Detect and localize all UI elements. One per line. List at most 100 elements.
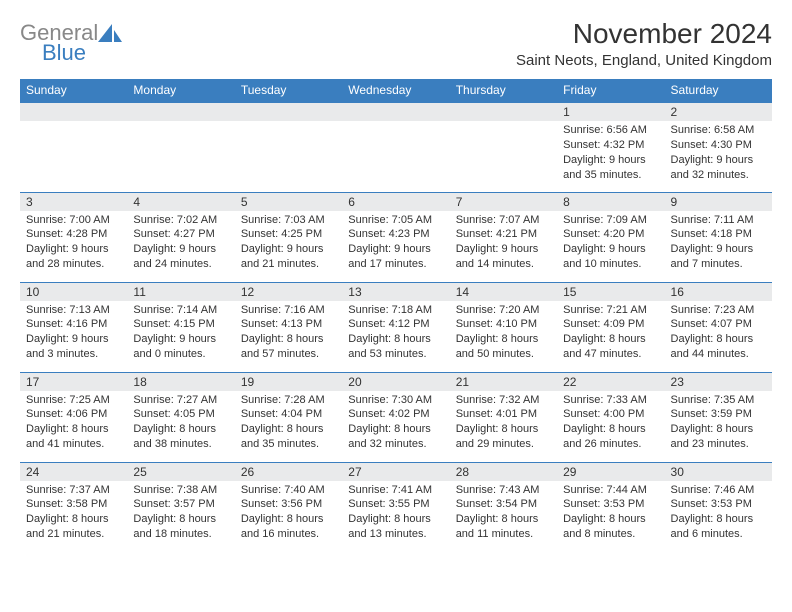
sunset-text: Sunset: 3:54 PM	[456, 497, 551, 512]
daylight-text: Daylight: 8 hours and 41 minutes.	[26, 422, 121, 452]
calendar-day-cell	[20, 102, 127, 192]
day-details: Sunrise: 7:23 AMSunset: 4:07 PMDaylight:…	[665, 301, 772, 366]
day-details: Sunrise: 7:16 AMSunset: 4:13 PMDaylight:…	[235, 301, 342, 366]
day-details: Sunrise: 7:38 AMSunset: 3:57 PMDaylight:…	[127, 481, 234, 546]
calendar-day-cell: 27Sunrise: 7:41 AMSunset: 3:55 PMDayligh…	[342, 462, 449, 552]
sunrise-text: Sunrise: 7:03 AM	[241, 213, 336, 228]
sunrise-text: Sunrise: 7:40 AM	[241, 483, 336, 498]
day-details: Sunrise: 7:14 AMSunset: 4:15 PMDaylight:…	[127, 301, 234, 366]
calendar-day-cell: 25Sunrise: 7:38 AMSunset: 3:57 PMDayligh…	[127, 462, 234, 552]
daylight-text: Daylight: 8 hours and 23 minutes.	[671, 422, 766, 452]
calendar-day-cell: 10Sunrise: 7:13 AMSunset: 4:16 PMDayligh…	[20, 282, 127, 372]
calendar-day-cell	[235, 102, 342, 192]
daylight-text: Daylight: 8 hours and 53 minutes.	[348, 332, 443, 362]
day-details: Sunrise: 7:20 AMSunset: 4:10 PMDaylight:…	[450, 301, 557, 366]
calendar-day-cell: 19Sunrise: 7:28 AMSunset: 4:04 PMDayligh…	[235, 372, 342, 462]
calendar-day-cell: 8Sunrise: 7:09 AMSunset: 4:20 PMDaylight…	[557, 192, 664, 282]
daylight-text: Daylight: 8 hours and 29 minutes.	[456, 422, 551, 452]
calendar-day-cell: 6Sunrise: 7:05 AMSunset: 4:23 PMDaylight…	[342, 192, 449, 282]
weekday-header: Tuesday	[235, 79, 342, 102]
day-details: Sunrise: 7:09 AMSunset: 4:20 PMDaylight:…	[557, 211, 664, 276]
sunrise-text: Sunrise: 7:21 AM	[563, 303, 658, 318]
day-number: 29	[557, 463, 664, 481]
day-number: 21	[450, 373, 557, 391]
day-details: Sunrise: 7:21 AMSunset: 4:09 PMDaylight:…	[557, 301, 664, 366]
sunrise-text: Sunrise: 7:23 AM	[671, 303, 766, 318]
daylight-text: Daylight: 8 hours and 57 minutes.	[241, 332, 336, 362]
day-number: 3	[20, 193, 127, 211]
day-number: 4	[127, 193, 234, 211]
day-number: 1	[557, 103, 664, 121]
day-details	[127, 121, 234, 135]
calendar-week-row: 10Sunrise: 7:13 AMSunset: 4:16 PMDayligh…	[20, 282, 772, 372]
day-details: Sunrise: 7:03 AMSunset: 4:25 PMDaylight:…	[235, 211, 342, 276]
sunset-text: Sunset: 3:53 PM	[563, 497, 658, 512]
sunset-text: Sunset: 3:53 PM	[671, 497, 766, 512]
day-details: Sunrise: 7:18 AMSunset: 4:12 PMDaylight:…	[342, 301, 449, 366]
daylight-text: Daylight: 9 hours and 3 minutes.	[26, 332, 121, 362]
daylight-text: Daylight: 9 hours and 35 minutes.	[563, 153, 658, 183]
calendar-day-cell	[450, 102, 557, 192]
day-number: 27	[342, 463, 449, 481]
sunset-text: Sunset: 4:30 PM	[671, 138, 766, 153]
calendar-day-cell: 1Sunrise: 6:56 AMSunset: 4:32 PMDaylight…	[557, 102, 664, 192]
sunset-text: Sunset: 4:13 PM	[241, 317, 336, 332]
logo-word-blue: Blue	[20, 42, 124, 64]
sunrise-text: Sunrise: 7:33 AM	[563, 393, 658, 408]
sunset-text: Sunset: 4:01 PM	[456, 407, 551, 422]
day-number: 28	[450, 463, 557, 481]
sunrise-text: Sunrise: 6:56 AM	[563, 123, 658, 138]
sunrise-text: Sunrise: 7:09 AM	[563, 213, 658, 228]
weekday-header: Sunday	[20, 79, 127, 102]
day-details	[235, 121, 342, 135]
day-number: 14	[450, 283, 557, 301]
daylight-text: Daylight: 9 hours and 32 minutes.	[671, 153, 766, 183]
weekday-header: Wednesday	[342, 79, 449, 102]
daylight-text: Daylight: 8 hours and 11 minutes.	[456, 512, 551, 542]
day-details: Sunrise: 7:32 AMSunset: 4:01 PMDaylight:…	[450, 391, 557, 456]
sunset-text: Sunset: 3:55 PM	[348, 497, 443, 512]
calendar-day-cell: 20Sunrise: 7:30 AMSunset: 4:02 PMDayligh…	[342, 372, 449, 462]
day-details: Sunrise: 7:43 AMSunset: 3:54 PMDaylight:…	[450, 481, 557, 546]
day-number: 17	[20, 373, 127, 391]
sunset-text: Sunset: 4:06 PM	[26, 407, 121, 422]
calendar-day-cell: 17Sunrise: 7:25 AMSunset: 4:06 PMDayligh…	[20, 372, 127, 462]
day-details	[342, 121, 449, 135]
day-details: Sunrise: 7:40 AMSunset: 3:56 PMDaylight:…	[235, 481, 342, 546]
sunrise-text: Sunrise: 7:11 AM	[671, 213, 766, 228]
location: Saint Neots, England, United Kingdom	[516, 52, 772, 69]
calendar-day-cell	[342, 102, 449, 192]
calendar-day-cell	[127, 102, 234, 192]
day-number: 16	[665, 283, 772, 301]
day-number: 23	[665, 373, 772, 391]
day-details: Sunrise: 7:46 AMSunset: 3:53 PMDaylight:…	[665, 481, 772, 546]
daylight-text: Daylight: 9 hours and 17 minutes.	[348, 242, 443, 272]
sunset-text: Sunset: 4:32 PM	[563, 138, 658, 153]
calendar-day-cell: 13Sunrise: 7:18 AMSunset: 4:12 PMDayligh…	[342, 282, 449, 372]
logo: General Blue	[20, 18, 124, 64]
sunrise-text: Sunrise: 7:07 AM	[456, 213, 551, 228]
sunset-text: Sunset: 4:07 PM	[671, 317, 766, 332]
sunset-text: Sunset: 4:23 PM	[348, 227, 443, 242]
daylight-text: Daylight: 8 hours and 32 minutes.	[348, 422, 443, 452]
calendar-day-cell: 5Sunrise: 7:03 AMSunset: 4:25 PMDaylight…	[235, 192, 342, 282]
daylight-text: Daylight: 9 hours and 0 minutes.	[133, 332, 228, 362]
weekday-header: Saturday	[665, 79, 772, 102]
day-number: 22	[557, 373, 664, 391]
day-number	[450, 103, 557, 121]
sunrise-text: Sunrise: 7:41 AM	[348, 483, 443, 498]
calendar-week-row: 24Sunrise: 7:37 AMSunset: 3:58 PMDayligh…	[20, 462, 772, 552]
day-details	[450, 121, 557, 135]
day-details: Sunrise: 7:33 AMSunset: 4:00 PMDaylight:…	[557, 391, 664, 456]
daylight-text: Daylight: 8 hours and 35 minutes.	[241, 422, 336, 452]
daylight-text: Daylight: 8 hours and 16 minutes.	[241, 512, 336, 542]
sunrise-text: Sunrise: 7:18 AM	[348, 303, 443, 318]
sunset-text: Sunset: 4:21 PM	[456, 227, 551, 242]
sunset-text: Sunset: 3:58 PM	[26, 497, 121, 512]
daylight-text: Daylight: 9 hours and 7 minutes.	[671, 242, 766, 272]
sunset-text: Sunset: 4:28 PM	[26, 227, 121, 242]
day-details: Sunrise: 6:56 AMSunset: 4:32 PMDaylight:…	[557, 121, 664, 186]
sunrise-text: Sunrise: 7:43 AM	[456, 483, 551, 498]
sunrise-text: Sunrise: 7:37 AM	[26, 483, 121, 498]
sunrise-text: Sunrise: 7:38 AM	[133, 483, 228, 498]
